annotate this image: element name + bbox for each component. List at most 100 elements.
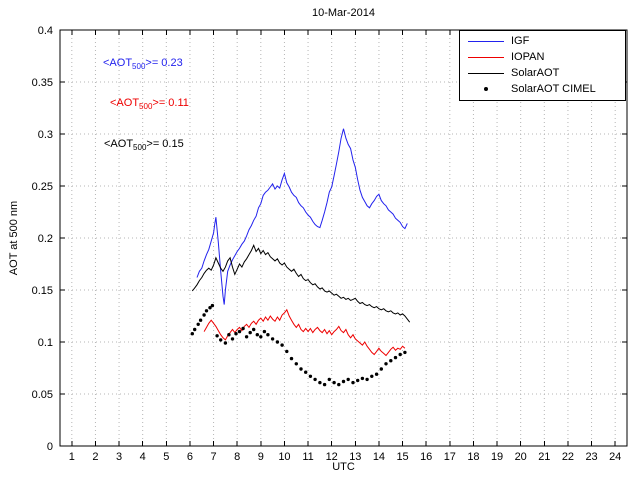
scatter-point-solaraot-cimel [285, 349, 289, 354]
scatter-point-solaraot-cimel [289, 356, 294, 361]
legend-entry-solaraot-cimel: SolarAOT CIMEL [460, 82, 625, 97]
scatter-point-solaraot-cimel [322, 382, 327, 387]
annotation-text: >= 0.15 [146, 138, 184, 150]
y-tick-label: 0.25 [32, 181, 53, 193]
scatter-point-solaraot-cimel [196, 322, 200, 326]
legend-label: IGF [511, 35, 530, 48]
scatter-point-solaraot-cimel [204, 309, 209, 313]
legend-label: SolarAOT CIMEL [511, 82, 596, 95]
x-tick-label: 11 [302, 451, 313, 463]
scatter-point-solaraot-cimel [337, 382, 341, 387]
scatter-point-solaraot-cimel [227, 333, 231, 337]
scatter-point-solaraot-cimel [275, 340, 280, 344]
legend-label: IOPAN [511, 51, 545, 64]
scatter-point-solaraot-cimel [223, 341, 228, 345]
y-tick-label: 0 [47, 441, 53, 453]
scatter-point-solaraot-cimel [252, 327, 256, 332]
x-tick-label: 4 [140, 451, 146, 463]
y-tick-label: 0.05 [32, 389, 53, 401]
scatter-point-solaraot-cimel [304, 370, 308, 374]
x-tick-label: 21 [538, 451, 550, 463]
y-tick-label: 0.3 [38, 129, 53, 141]
legend-label: SolarAOT [511, 66, 560, 79]
annotation-subscript: 500 [132, 62, 146, 72]
scatter-point-solaraot-cimel [294, 362, 298, 366]
scatter-point-solaraot-cimel [332, 380, 336, 385]
scatter-point-solaraot-cimel [198, 318, 203, 322]
scatter-point-solaraot-cimel [379, 367, 383, 371]
annotation-text: >= 0.11 [152, 97, 189, 109]
mean-aot-annotation-igf: <AOT500>= 0.23 [103, 57, 183, 71]
scatter-point-solaraot-cimel [318, 380, 322, 385]
scatter-point-solaraot-cimel [215, 334, 219, 338]
scatter-point-solaraot-cimel [313, 377, 317, 382]
scatter-point-solaraot-cimel [270, 337, 275, 341]
annotation-subscript: 500 [133, 143, 147, 153]
legend-line-sample-icon [468, 41, 504, 43]
scatter-point-solaraot-cimel [210, 303, 215, 308]
x-tick-label: 3 [116, 451, 122, 463]
scatter-point-solaraot-cimel [389, 359, 393, 363]
legend-box: IGF IOPAN SolarAOT SolarAOT CIMEL [459, 30, 626, 101]
scatter-point-solaraot-cimel [308, 374, 313, 378]
scatter-point-solaraot-cimel [280, 343, 284, 347]
annotation-text: >= 0.23 [145, 57, 183, 69]
scatter-point-solaraot-cimel [370, 374, 374, 378]
scatter-point-solaraot-cimel [202, 313, 206, 317]
scatter-point-solaraot-cimel [208, 306, 212, 310]
annotation-text: <AOT [110, 97, 140, 109]
x-tick-label: 13 [349, 451, 361, 463]
x-axis-label: UTC [332, 461, 355, 473]
scatter-point-solaraot-cimel [360, 376, 365, 381]
legend-dot-marker-icon [468, 87, 504, 92]
scatter-point-solaraot-cimel [241, 326, 245, 331]
scatter-point-solaraot-cimel [384, 362, 388, 366]
legend-line-sample-icon [468, 72, 504, 74]
y-tick-label: 0.15 [32, 285, 53, 297]
scatter-point-solaraot-cimel [248, 330, 252, 335]
x-tick-label: 24 [609, 451, 621, 463]
x-tick-label: 1 [69, 451, 75, 463]
mean-aot-annotation-solaraot: <AOT500>= 0.15 [104, 138, 184, 152]
scatter-point-solaraot-cimel [356, 378, 360, 383]
annotation-text: <AOT [104, 138, 134, 150]
x-tick-label: 18 [467, 451, 479, 463]
annotation-text: <AOT [103, 57, 133, 69]
series-line-igf [196, 128, 408, 305]
legend-entry-iopan: IOPAN [460, 50, 625, 65]
x-tick-label: 2 [92, 451, 98, 463]
series-line-iopan [203, 308, 406, 357]
line-sample-icon [468, 41, 504, 43]
x-tick-label: 17 [444, 451, 456, 463]
x-tick-label: 7 [211, 451, 217, 463]
x-tick-label: 9 [258, 451, 264, 463]
annotation-subscript: 500 [139, 102, 153, 112]
scatter-point-solaraot-cimel [193, 327, 197, 332]
scatter-point-solaraot-cimel [341, 379, 346, 384]
legend-entry-solaraot: SolarAOT [460, 66, 625, 81]
scatter-point-solaraot-cimel [262, 329, 267, 334]
scatter-point-solaraot-cimel [365, 377, 369, 382]
scatter-point-solaraot-cimel [266, 333, 270, 337]
x-tick-label: 14 [373, 451, 385, 463]
scatter-point-solaraot-cimel [351, 380, 355, 385]
scatter-point-solaraot-cimel [230, 337, 235, 341]
legend-line-sample-icon [468, 57, 504, 59]
scatter-point-solaraot-cimel [299, 367, 303, 371]
scatter-point-solaraot-cimel [398, 352, 402, 357]
series-line-solaraot [191, 243, 411, 323]
x-tick-label: 22 [562, 451, 574, 463]
mean-aot-annotation-iopan: <AOT500>= 0.11 [110, 97, 189, 111]
line-sample-icon [468, 57, 504, 59]
scatter-point-solaraot-cimel [374, 372, 379, 376]
x-tick-label: 8 [234, 451, 240, 463]
x-tick-label: 19 [491, 451, 503, 463]
x-tick-label: 10 [278, 451, 290, 463]
x-tick-label: 5 [163, 451, 169, 463]
y-tick-label: 0.2 [38, 233, 53, 245]
scatter-point-solaraot-cimel [219, 338, 223, 342]
y-tick-label: 0.35 [32, 77, 53, 89]
scatter-point-solaraot-cimel [234, 332, 238, 336]
scatter-point-solaraot-cimel [403, 350, 407, 355]
